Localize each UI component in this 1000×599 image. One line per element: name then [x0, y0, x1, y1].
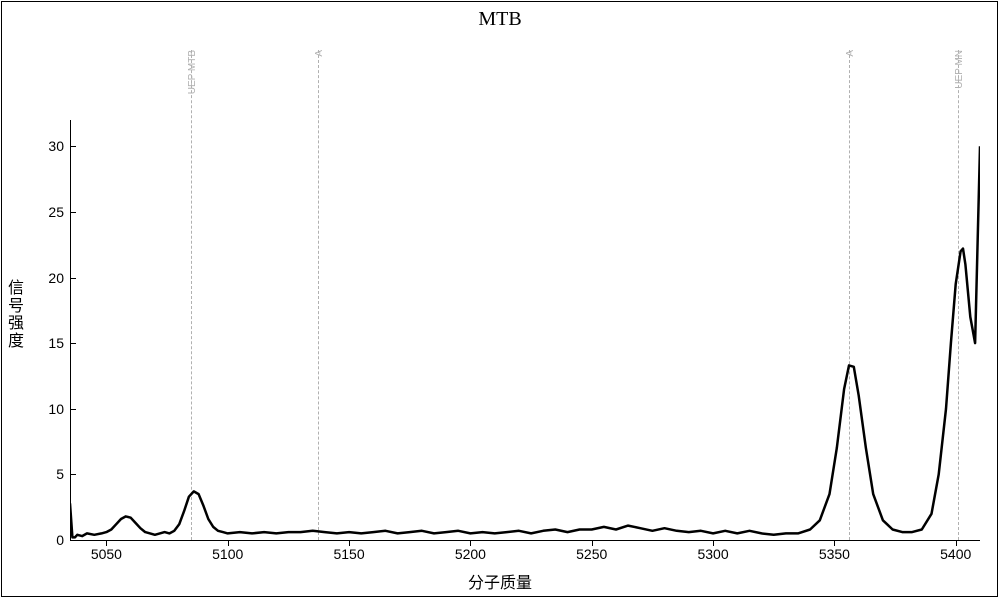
ref-line-label: A	[314, 50, 325, 57]
y-tick-label: 25	[34, 204, 64, 220]
x-tick-label: 5250	[576, 546, 607, 562]
x-axis	[70, 540, 980, 541]
y-axis-label: 信号强度	[6, 280, 26, 350]
y-tick-label: 5	[34, 466, 64, 482]
x-axis-label: 分子质量	[0, 569, 1000, 593]
y-tick-label: 20	[34, 270, 64, 286]
ref-line-label: UEP MN	[954, 50, 965, 89]
ref-line-label: A	[845, 50, 856, 57]
y-tick-label: 10	[34, 401, 64, 417]
x-tick-label: 5300	[697, 546, 728, 562]
y-tick-label: 15	[34, 335, 64, 351]
y-tick	[70, 540, 76, 541]
x-tick-label: 5350	[819, 546, 850, 562]
chart-title: MTB	[0, 8, 1000, 31]
y-tick-label: 30	[34, 138, 64, 154]
x-tick-label: 5150	[333, 546, 364, 562]
x-tick-label: 5050	[91, 546, 122, 562]
x-tick-label: 5400	[940, 546, 971, 562]
ref-line-label: UEP MTB	[187, 50, 198, 94]
y-tick-label: 0	[34, 532, 64, 548]
x-tick-label: 5100	[212, 546, 243, 562]
spectrum-line	[70, 120, 980, 540]
x-tick-label: 5200	[455, 546, 486, 562]
